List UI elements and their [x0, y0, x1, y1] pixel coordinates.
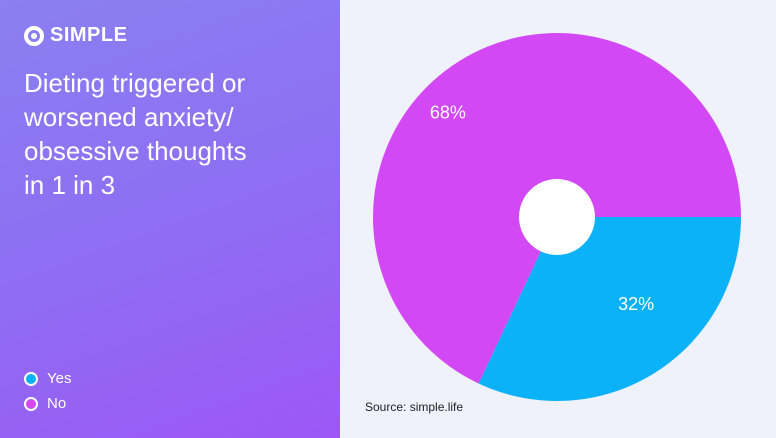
logo-icon: [24, 25, 44, 46]
legend-swatch: [24, 371, 38, 386]
left-panel: [0, 0, 340, 438]
title-line: Dieting triggered or: [24, 68, 246, 98]
legend-label: Yes: [47, 370, 72, 387]
title-line: obsessive thoughts: [24, 136, 247, 166]
chart-title: Dieting triggered or worsened anxiety/obs…: [24, 66, 247, 202]
legend-label: No: [47, 395, 67, 412]
source: Source: simple.life: [365, 400, 464, 414]
data-label: 68%: [430, 103, 466, 123]
title-line: in 1 in 3: [24, 170, 116, 200]
legend-swatch: [24, 396, 38, 411]
legend-item: No: [24, 395, 66, 412]
logo: SIMPLE: [24, 24, 127, 47]
legend-item: Yes: [24, 370, 71, 387]
pie-hole: [519, 179, 595, 255]
pie-slice: [478, 217, 741, 402]
data-label: 32%: [618, 294, 654, 314]
brand: SIMPLE: [50, 24, 128, 46]
title-line: worsened anxiety/: [24, 102, 234, 132]
